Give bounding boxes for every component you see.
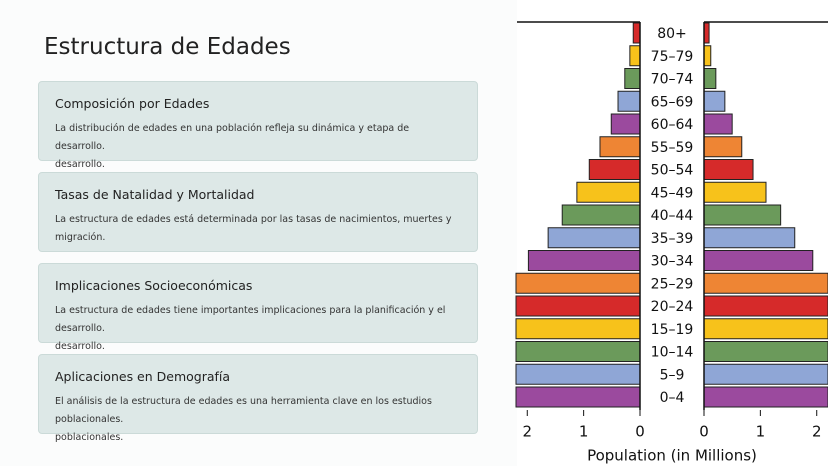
card-text: La distribución de edades en una poblaci… (55, 123, 410, 152)
bar-right (703, 181, 767, 203)
info-card: Tasas de Natalidad y Mortalidad La estruc… (38, 172, 478, 252)
card-text: La estructura de edades tiene importante… (55, 305, 446, 334)
bar-right (703, 272, 828, 294)
age-label: 30–34 (651, 254, 694, 270)
bar-left (561, 204, 641, 226)
age-label: 25–29 (651, 276, 694, 292)
age-label: 55–59 (651, 140, 694, 156)
bar-left (610, 113, 641, 135)
x-tick-label: 2 (812, 423, 822, 441)
age-label: 65–69 (651, 94, 694, 110)
card-text: El análisis de la estructura de edades e… (55, 396, 432, 425)
age-label: 0–4 (660, 390, 685, 406)
age-label: 20–24 (651, 299, 694, 315)
bar-left (632, 22, 641, 44)
card-text: desarrollo. (55, 159, 105, 170)
bar-right (703, 136, 743, 158)
bar-right (703, 45, 712, 67)
age-label: 75–79 (651, 49, 694, 65)
bar-right (703, 22, 710, 44)
bar-left (617, 90, 641, 112)
age-label: 80+ (657, 26, 687, 42)
bar-left (515, 272, 641, 294)
bar-left (629, 45, 641, 67)
bar-right (703, 204, 782, 226)
bar-left (515, 318, 641, 340)
bar-left (588, 159, 641, 180)
x-tick-label: 1 (579, 423, 589, 441)
age-label: 10–14 (651, 345, 694, 361)
x-tick-label: 1 (756, 423, 766, 441)
x-tick-label: 0 (635, 423, 645, 441)
bar-right (703, 318, 828, 340)
bar-right (703, 90, 726, 112)
bar-left (624, 68, 641, 89)
bar-right (703, 341, 828, 362)
age-label: 40–44 (651, 208, 694, 224)
bar-right (703, 295, 828, 317)
age-label: 60–64 (651, 117, 694, 133)
page-title: Estructura de Edades (44, 34, 291, 60)
age-label: 35–39 (651, 231, 694, 247)
age-label: 5–9 (660, 367, 685, 383)
x-tick-label: 0 (699, 423, 709, 441)
card-text: poblacionales. (55, 432, 124, 443)
bar-right (703, 113, 733, 135)
card-title: Composición por Edades (55, 96, 210, 111)
bar-left (527, 250, 641, 271)
bar-right (703, 250, 814, 271)
card-title: Tasas de Natalidad y Mortalidad (55, 187, 255, 202)
bar-left (599, 136, 641, 158)
bar-left (576, 181, 641, 203)
age-label: 45–49 (651, 185, 694, 201)
x-axis-label: Population (in Millions) (587, 447, 757, 465)
info-card: Aplicaciones en Demografía El análisis de… (38, 354, 478, 443)
bar-right (703, 386, 828, 408)
bar-left (547, 227, 641, 249)
age-label: 50–54 (651, 163, 694, 179)
bar-left (515, 386, 641, 408)
bar-left (515, 341, 641, 362)
bar-right (703, 159, 754, 180)
bar-left (515, 363, 641, 385)
card-text: desarrollo. (55, 341, 105, 352)
info-card: Composición por Edades La distribución de… (38, 81, 478, 170)
card-title: Aplicaciones en Demografía (55, 369, 231, 384)
bar-right (703, 227, 796, 249)
age-label: 15–19 (651, 322, 694, 338)
x-tick-label: 2 (522, 423, 532, 441)
age-label: 70–74 (651, 72, 694, 88)
bar-right (703, 68, 717, 89)
bar-right (703, 363, 828, 385)
info-card: Implicaciones Socioeconómicas La estructu… (38, 263, 478, 352)
card-text: La estructura de edades está determinada… (55, 214, 452, 243)
card-title: Implicaciones Socioeconómicas (55, 278, 253, 293)
bar-left (515, 295, 641, 317)
